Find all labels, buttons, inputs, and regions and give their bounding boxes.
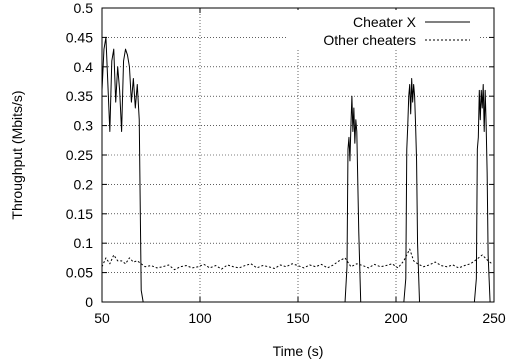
y-tick-label: 0 bbox=[85, 294, 93, 310]
series-lines bbox=[101, 36, 493, 303]
x-tick-label: 150 bbox=[286, 310, 310, 326]
legend: Cheater X Other cheaters bbox=[288, 10, 478, 50]
y-axis-title: Throughput (Mbits/s) bbox=[9, 90, 25, 219]
y-tick-label: 0.35 bbox=[66, 88, 93, 104]
grid-lines bbox=[102, 8, 494, 302]
x-tick-label: 250 bbox=[482, 310, 506, 326]
x-tick-label: 100 bbox=[188, 310, 212, 326]
legend-label-cheater-x: Cheater X bbox=[353, 14, 417, 30]
legend-label-other-cheaters: Other cheaters bbox=[323, 32, 416, 48]
x-axis-title: Time (s) bbox=[273, 343, 324, 359]
y-tick-label: 0.25 bbox=[66, 147, 93, 163]
x-tick-label: 50 bbox=[94, 310, 110, 326]
legend-background bbox=[288, 10, 478, 50]
x-tick-label: 200 bbox=[384, 310, 408, 326]
y-tick-label: 0.15 bbox=[66, 206, 93, 222]
series-line-cheater-x bbox=[101, 36, 491, 303]
y-tick-label: 0.4 bbox=[74, 59, 94, 75]
y-tick-label: 0.1 bbox=[74, 235, 94, 251]
axis-ticks: 0 0.05 0.1 0.15 0.2 0.25 0.3 0.35 0.4 0.45 0.5 50 10… bbox=[66, 0, 506, 326]
series-line-other-cheaters bbox=[101, 248, 493, 271]
y-tick-label: 0.2 bbox=[74, 176, 94, 192]
y-tick-label: 0.3 bbox=[74, 118, 94, 134]
y-tick-label: 0.5 bbox=[74, 0, 94, 16]
y-tick-label: 0.05 bbox=[66, 265, 93, 281]
y-tick-label: 0.45 bbox=[66, 29, 93, 45]
